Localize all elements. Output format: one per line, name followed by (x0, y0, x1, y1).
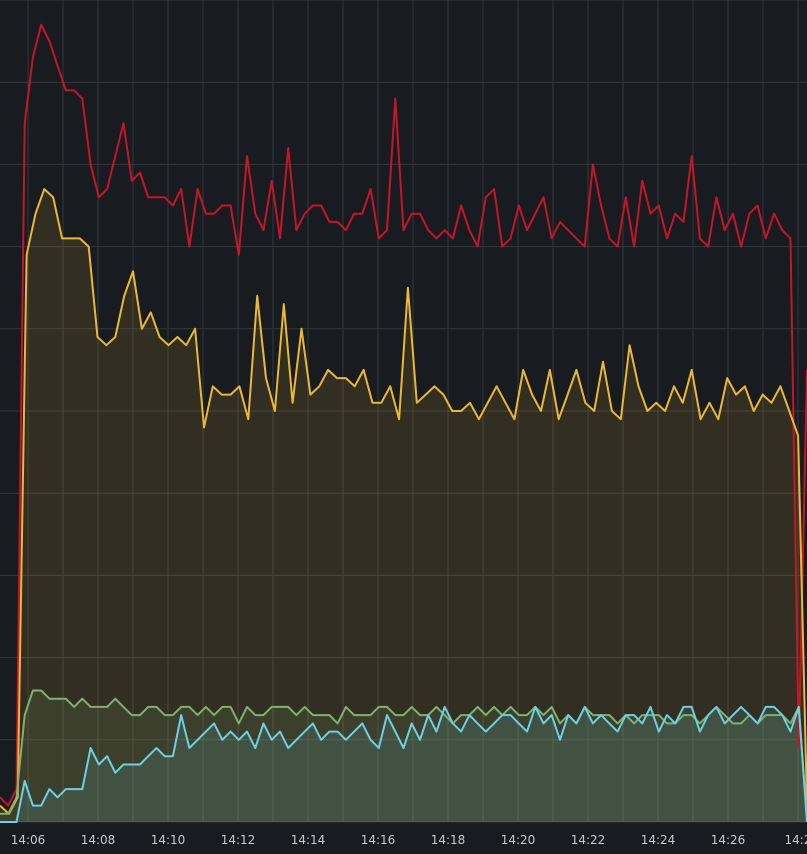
x-axis-ticks: 14:06 14:08 14:10 14:12 14:14 14:16 14:18 14:20… (11, 833, 807, 847)
x-tick-label: 14:24 (641, 833, 676, 847)
x-tick-label: 14:12 (221, 833, 256, 847)
series-line-1 (0, 188, 807, 815)
series-area-3 (0, 706, 807, 822)
chart-grid (0, 0, 807, 823)
series-area-2 (0, 690, 807, 822)
x-tick-label: 14:22 (571, 833, 606, 847)
x-tick-label: 14:16 (361, 833, 396, 847)
series-line-3 (0, 705, 807, 823)
x-tick-label: 14:18 (431, 833, 466, 847)
series-line-2 (0, 689, 807, 823)
x-tick-label: 14:26 (711, 833, 746, 847)
x-tick-label: 14:06 (11, 833, 46, 847)
x-tick-label: 14:14 (291, 833, 326, 847)
x-tick-label: 14:2 (785, 833, 807, 847)
x-tick-label: 14:20 (501, 833, 536, 847)
series-areas (0, 189, 807, 823)
series-lines (0, 23, 807, 823)
x-tick-label: 14:10 (151, 833, 186, 847)
series-area-1 (0, 189, 807, 823)
x-tick-label: 14:08 (81, 833, 116, 847)
series-line-0 (0, 23, 807, 807)
